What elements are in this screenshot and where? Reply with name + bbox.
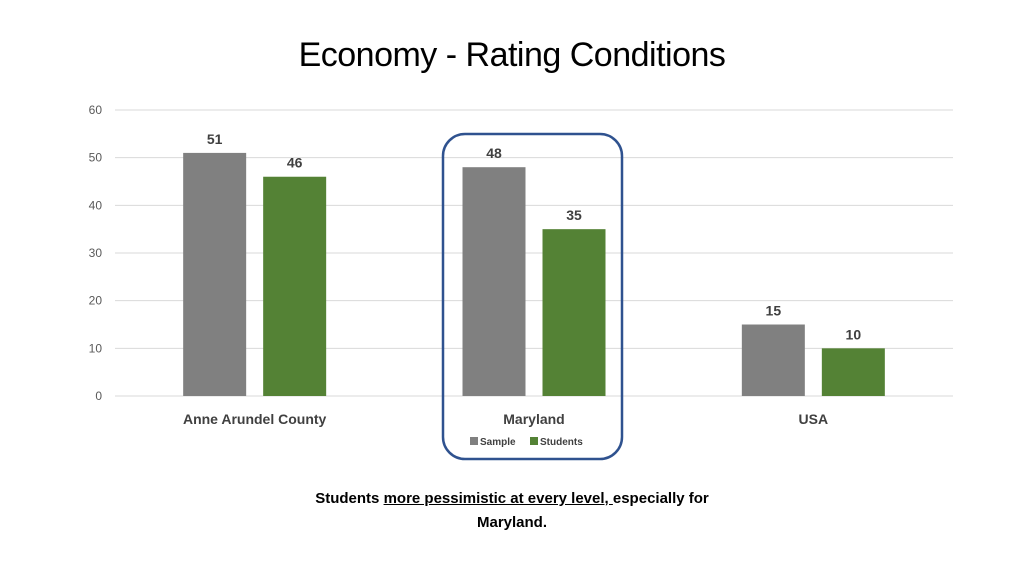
bar-students [821,348,885,396]
y-tick-label: 60 [89,103,103,117]
caption-part1: Students [315,490,384,507]
x-category-label: Maryland [503,411,564,427]
legend-label: Students [540,437,583,448]
bar-chart: 0 10 20 30 40 50 60 51 46 Anne Arundel County 48 35… [89,103,953,461]
caption-emphasis: more pessimistic at every level, [383,490,613,507]
y-tick-label: 10 [89,341,103,355]
data-label: 48 [486,145,502,161]
bar-sample [183,152,247,396]
caption: Students more pessimistic at every level… [287,487,737,535]
legend-label: Sample [480,437,516,448]
legend-swatch [530,437,538,445]
x-category-label: USA [799,411,829,427]
slide-title: Economy - Rating Conditions [298,36,726,74]
y-tick-label: 50 [89,151,103,165]
legend-swatch [470,437,478,445]
bar-students [263,176,327,396]
caption-part2: especially for Maryland. [476,490,709,531]
bar-sample [741,324,805,396]
data-label: 46 [287,155,303,171]
y-tick-label: 20 [89,294,103,308]
data-label: 15 [766,303,782,319]
data-label: 10 [846,326,862,342]
data-label: 51 [207,131,223,147]
y-tick-label: 30 [89,246,103,260]
bar-students [542,229,606,396]
y-tick-label: 0 [95,389,102,403]
x-category-label: Anne Arundel County [183,411,327,427]
bar-sample [462,167,526,396]
data-label: 35 [566,207,582,223]
y-tick-label: 40 [89,198,103,212]
highlight-box [441,132,624,461]
